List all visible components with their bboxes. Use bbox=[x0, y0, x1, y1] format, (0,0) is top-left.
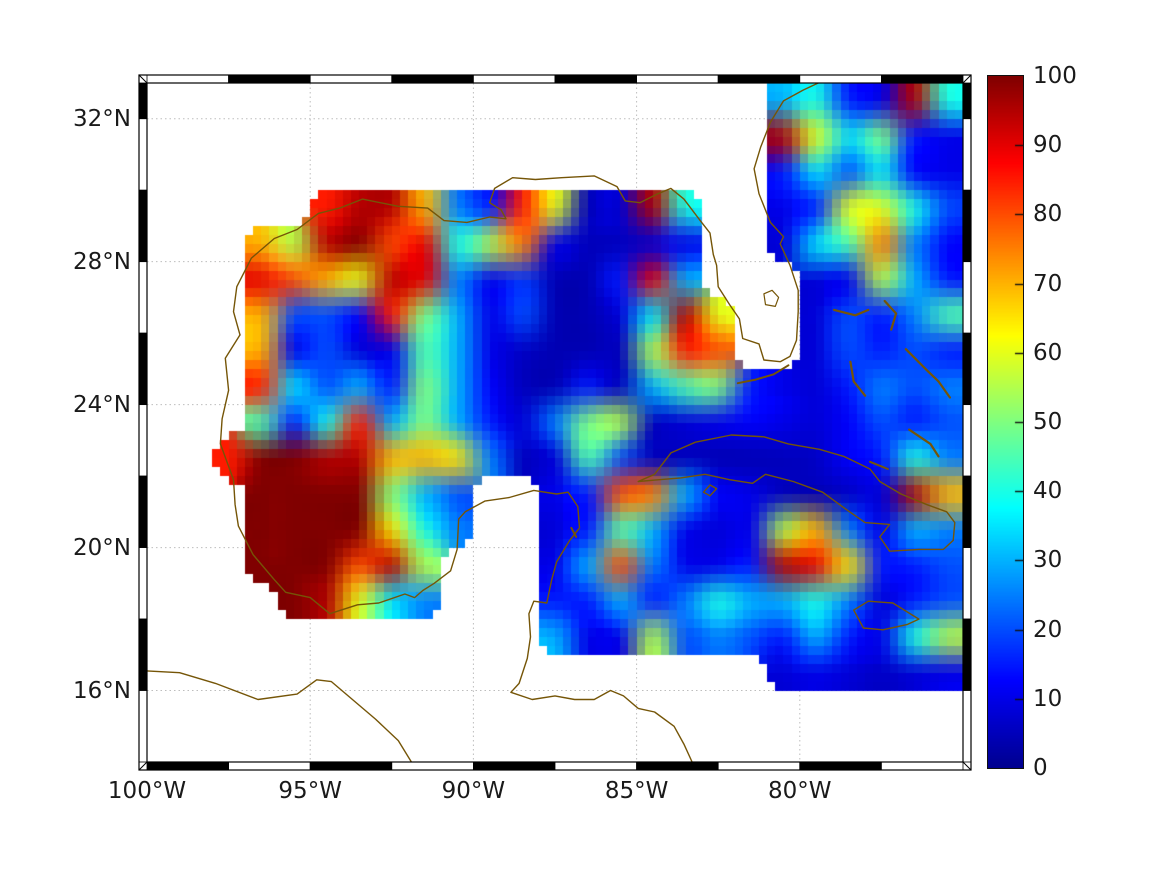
colorbar-tick-label: 0 bbox=[1033, 755, 1048, 781]
x-tick-label: 90°W bbox=[441, 778, 506, 804]
frame-segment bbox=[391, 761, 474, 771]
colorbar-tick-label: 90 bbox=[1033, 132, 1063, 159]
frame-segment bbox=[636, 761, 719, 771]
frame-segment bbox=[962, 82, 972, 120]
coastline-mexico-yucatan-belize-honduras-coast bbox=[219, 334, 693, 763]
y-tick-label: 24°N bbox=[73, 391, 131, 418]
frame-corner-bevel bbox=[138, 761, 148, 771]
frame-segment bbox=[138, 82, 148, 120]
coastline-cuba bbox=[637, 434, 956, 552]
frame-segment bbox=[138, 690, 148, 763]
frame-segment bbox=[138, 189, 148, 263]
frame-segment bbox=[228, 761, 311, 771]
coastline-isla-de-la-juventud bbox=[702, 484, 718, 497]
colorbar-tick-label: 20 bbox=[1033, 616, 1063, 643]
y-tick-label: 28°N bbox=[73, 248, 131, 275]
coastline-pacific-coast bbox=[146, 670, 413, 763]
frame-segment bbox=[138, 475, 148, 548]
coastline-us-gulf-atlantic-coast bbox=[232, 78, 827, 363]
frame-segment bbox=[228, 74, 311, 84]
frame-segment bbox=[962, 261, 972, 334]
frame-segment bbox=[962, 118, 972, 191]
coastline-grand-bahama bbox=[832, 308, 870, 317]
frame-corner-bevel bbox=[962, 761, 972, 771]
frame-segment bbox=[138, 332, 148, 406]
frame-segment bbox=[472, 74, 556, 84]
frame-segment bbox=[881, 761, 964, 771]
frame-segment bbox=[309, 761, 393, 771]
coastline-cozumel bbox=[570, 526, 578, 538]
frame-segment bbox=[554, 74, 637, 84]
y-tick-label: 32°N bbox=[73, 105, 131, 132]
frame-segment bbox=[309, 74, 393, 84]
frame-segment bbox=[138, 618, 148, 691]
colorbar-tick-label: 40 bbox=[1033, 478, 1063, 505]
frame-inner bbox=[146, 82, 964, 763]
frame-corner-bevel bbox=[962, 74, 972, 84]
frame-segment bbox=[146, 74, 229, 84]
colorbar-tick-label: 30 bbox=[1033, 547, 1063, 574]
colorbar-tick-label: 100 bbox=[1033, 63, 1077, 89]
frame-segment bbox=[881, 74, 964, 84]
frame-segment bbox=[636, 74, 719, 84]
x-tick-label: 80°W bbox=[768, 778, 832, 804]
coastline-lake-okeechobee bbox=[763, 289, 780, 307]
frame-segment bbox=[138, 547, 148, 620]
x-tick-label: 95°W bbox=[278, 778, 342, 804]
colorbar-tick-label: 10 bbox=[1033, 685, 1063, 712]
colorbar-tick-label: 60 bbox=[1033, 339, 1063, 366]
colorbar bbox=[987, 75, 1024, 769]
frame-segment bbox=[391, 74, 474, 84]
coastline-eleuthera-chain bbox=[904, 348, 952, 399]
frame-segment bbox=[717, 74, 801, 84]
frame-segment bbox=[799, 74, 882, 84]
y-tick-label: 20°N bbox=[73, 534, 131, 561]
frame-segment bbox=[472, 761, 556, 771]
frame-segment bbox=[962, 404, 972, 477]
frame-segment bbox=[962, 189, 972, 263]
frame-corner-bevel bbox=[138, 74, 148, 84]
coastline-exuma-chain bbox=[907, 428, 940, 458]
coastline-camaguey-cays bbox=[869, 460, 889, 470]
x-tick-label: 85°W bbox=[604, 778, 669, 804]
y-tick-label: 16°N bbox=[73, 677, 131, 704]
frame-segment bbox=[138, 404, 148, 477]
coastline-jamaica bbox=[853, 600, 920, 631]
colorbar-tick-label: 80 bbox=[1033, 201, 1063, 228]
frame-segment bbox=[962, 618, 972, 691]
colorbar-tick-label: 50 bbox=[1033, 409, 1063, 435]
frame-segment bbox=[554, 761, 637, 771]
coastline-florida-keys bbox=[736, 364, 790, 385]
frame-outer bbox=[138, 74, 972, 771]
frame-segment bbox=[962, 332, 972, 406]
frame-segment bbox=[138, 261, 148, 334]
coastline-andros bbox=[849, 360, 867, 397]
frame-segment bbox=[717, 761, 801, 771]
coastline-abaco bbox=[883, 299, 898, 331]
frame-segment bbox=[799, 761, 882, 771]
frame-segment bbox=[962, 690, 972, 763]
colorbar-tick-label: 70 bbox=[1033, 270, 1063, 297]
frame-segment bbox=[962, 547, 972, 620]
frame-segment bbox=[138, 118, 148, 191]
frame-segment bbox=[962, 475, 972, 548]
frame-segment bbox=[146, 761, 229, 771]
x-tick-label: 100°W bbox=[107, 778, 187, 804]
heatmap-plot-area bbox=[147, 83, 963, 762]
